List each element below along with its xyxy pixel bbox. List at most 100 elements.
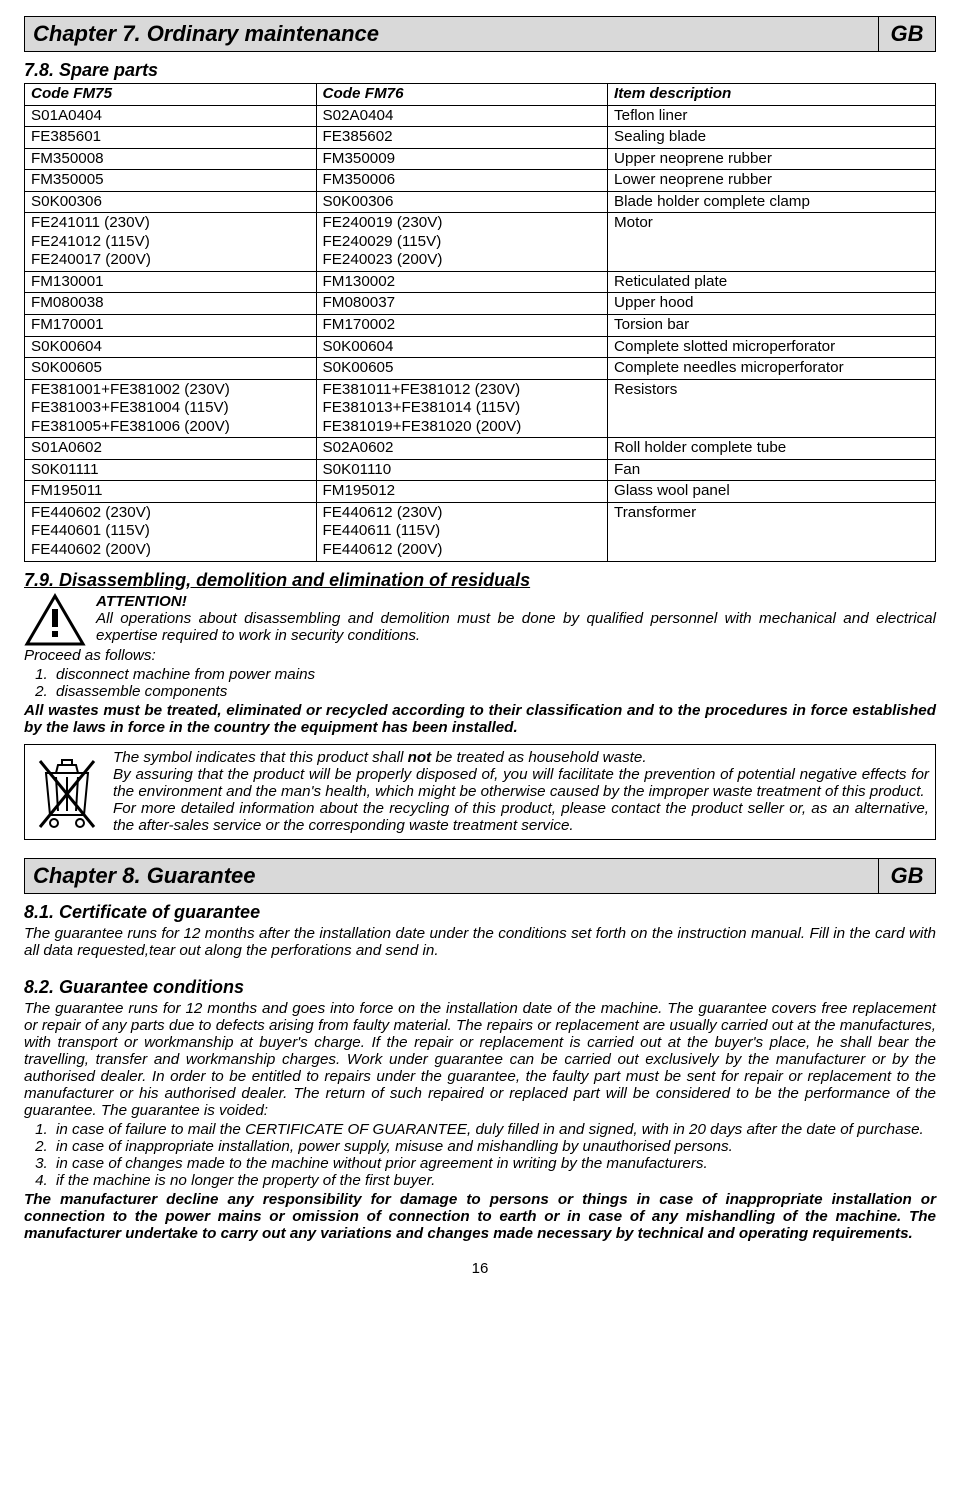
table-row: FM195011FM195012Glass wool panel	[25, 481, 936, 503]
table-cell: FE241011 (230V)FE241012 (115V)FE240017 (…	[25, 213, 317, 272]
table-row: S01A0404S02A0404Teflon liner	[25, 105, 936, 127]
table-cell: FM170002	[316, 315, 608, 337]
table-cell: Blade holder complete clamp	[608, 191, 936, 213]
weee-icon	[31, 749, 103, 835]
table-row: S0K00605S0K00605Complete needles micrope…	[25, 358, 936, 380]
table-cell: S0K00306	[316, 191, 608, 213]
disassembly-steps: disconnect machine from power mains disa…	[24, 666, 936, 700]
section-7-8-heading: 7.8. Spare parts	[24, 60, 936, 81]
section-8-2-heading: 8.2. Guarantee conditions	[24, 977, 936, 998]
void-1: in case of failure to mail the CERTIFICA…	[52, 1121, 936, 1138]
table-cell: S02A0404	[316, 105, 608, 127]
attention-body: All operations about disassembling and d…	[96, 610, 936, 644]
table-cell: FM350006	[316, 170, 608, 192]
weee-box: The symbol indicates that this product s…	[24, 744, 936, 840]
table-row: S0K00604S0K00604Complete slotted micrope…	[25, 336, 936, 358]
table-cell: S0K00605	[25, 358, 317, 380]
table-cell: S01A0602	[25, 438, 317, 460]
table-cell: FM350005	[25, 170, 317, 192]
table-cell: FM195012	[316, 481, 608, 503]
table-cell: Lower neoprene rubber	[608, 170, 936, 192]
table-row: FM350008FM350009Upper neoprene rubber	[25, 148, 936, 170]
table-cell: FM170001	[25, 315, 317, 337]
table-cell: S0K01111	[25, 459, 317, 481]
table-cell: Glass wool panel	[608, 481, 936, 503]
table-row: FM080038FM080037Upper hood	[25, 293, 936, 315]
table-row: FE440602 (230V)FE440601 (115V)FE440602 (…	[25, 502, 936, 561]
table-cell: FM080038	[25, 293, 317, 315]
table-row: FE241011 (230V)FE241012 (115V)FE240017 (…	[25, 213, 936, 272]
col-header-fm75: Code FM75	[25, 84, 317, 106]
weee-line3: For more detailed information about the …	[113, 800, 929, 834]
disclaimer: The manufacturer decline any responsibil…	[24, 1191, 936, 1242]
table-cell: Sealing blade	[608, 127, 936, 149]
void-4: if the machine is no longer the property…	[52, 1172, 936, 1189]
section-8-2-body: The guarantee runs for 12 months and goe…	[24, 1000, 936, 1119]
table-row: S01A0602S02A0602Roll holder complete tub…	[25, 438, 936, 460]
table-row: FM170001FM170002Torsion bar	[25, 315, 936, 337]
table-cell: Teflon liner	[608, 105, 936, 127]
table-cell: FM080037	[316, 293, 608, 315]
table-header-row: Code FM75 Code FM76 Item description	[25, 84, 936, 106]
table-cell: S02A0602	[316, 438, 608, 460]
weee-line1a: The symbol indicates that this product s…	[113, 749, 408, 766]
table-cell: S0K01110	[316, 459, 608, 481]
table-cell: FM195011	[25, 481, 317, 503]
table-cell: FE385602	[316, 127, 608, 149]
weee-line1c: be treated as household waste.	[431, 749, 646, 766]
table-cell: Transformer	[608, 502, 936, 561]
weee-not: not	[408, 749, 432, 766]
table-cell: Fan	[608, 459, 936, 481]
step-1: disconnect machine from power mains	[52, 666, 936, 683]
table-cell: FE440602 (230V)FE440601 (115V)FE440602 (…	[25, 502, 317, 561]
weee-line2: By assuring that the product will be pro…	[113, 766, 929, 800]
table-cell: Upper hood	[608, 293, 936, 315]
table-row: S0K01111S0K01110Fan	[25, 459, 936, 481]
guarantee-void-list: in case of failure to mail the CERTIFICA…	[24, 1121, 936, 1189]
attention-label: ATTENTION!	[96, 593, 187, 610]
chapter7-title: Chapter 7. Ordinary maintenance	[25, 17, 879, 51]
void-3: in case of changes made to the machine w…	[52, 1155, 936, 1172]
table-row: FM350005FM350006Lower neoprene rubber	[25, 170, 936, 192]
section-8-1-heading: 8.1. Certificate of guarantee	[24, 902, 936, 923]
proceed-label: Proceed as follows:	[24, 647, 936, 664]
table-row: FE381001+FE381002 (230V)FE381003+FE38100…	[25, 379, 936, 438]
section-7-9-heading: 7.9. Disassembling, demolition and elimi…	[24, 570, 936, 591]
table-cell: Complete needles microperforator	[608, 358, 936, 380]
attention-text: ATTENTION! All operations about disassem…	[96, 593, 936, 644]
table-row: FE385601FE385602Sealing blade	[25, 127, 936, 149]
col-header-desc: Item description	[608, 84, 936, 106]
table-cell: Complete slotted microperforator	[608, 336, 936, 358]
table-cell: FM350009	[316, 148, 608, 170]
table-cell: FE381011+FE381012 (230V)FE381013+FE38101…	[316, 379, 608, 438]
table-cell: FM130001	[25, 271, 317, 293]
table-cell: FE381001+FE381002 (230V)FE381003+FE38100…	[25, 379, 317, 438]
weee-text: The symbol indicates that this product s…	[113, 749, 929, 835]
table-cell: Reticulated plate	[608, 271, 936, 293]
table-cell: FM350008	[25, 148, 317, 170]
table-cell: Roll holder complete tube	[608, 438, 936, 460]
table-cell: S0K00605	[316, 358, 608, 380]
col-header-fm76: Code FM76	[316, 84, 608, 106]
table-cell: FE240019 (230V)FE240029 (115V)FE240023 (…	[316, 213, 608, 272]
table-row: FM130001FM130002Reticulated plate	[25, 271, 936, 293]
table-cell: FM130002	[316, 271, 608, 293]
waste-note: All wastes must be treated, eliminated o…	[24, 702, 936, 736]
table-cell: S01A0404	[25, 105, 317, 127]
table-cell: S0K00604	[25, 336, 317, 358]
warning-icon	[24, 593, 86, 647]
table-cell: FE385601	[25, 127, 317, 149]
page-number: 16	[24, 1260, 936, 1277]
chapter8-header: Chapter 8. Guarantee GB	[24, 858, 936, 894]
table-cell: Torsion bar	[608, 315, 936, 337]
table-cell: S0K00604	[316, 336, 608, 358]
step-2: disassemble components	[52, 683, 936, 700]
void-2: in case of inappropriate installation, p…	[52, 1138, 936, 1155]
table-cell: S0K00306	[25, 191, 317, 213]
chapter7-lang: GB	[879, 17, 935, 51]
chapter7-header: Chapter 7. Ordinary maintenance GB	[24, 16, 936, 52]
chapter8-title: Chapter 8. Guarantee	[25, 859, 879, 893]
spare-parts-table: Code FM75 Code FM76 Item description S01…	[24, 83, 936, 562]
attention-block: ATTENTION! All operations about disassem…	[24, 593, 936, 647]
section-8-1-body: The guarantee runs for 12 months after t…	[24, 925, 936, 959]
